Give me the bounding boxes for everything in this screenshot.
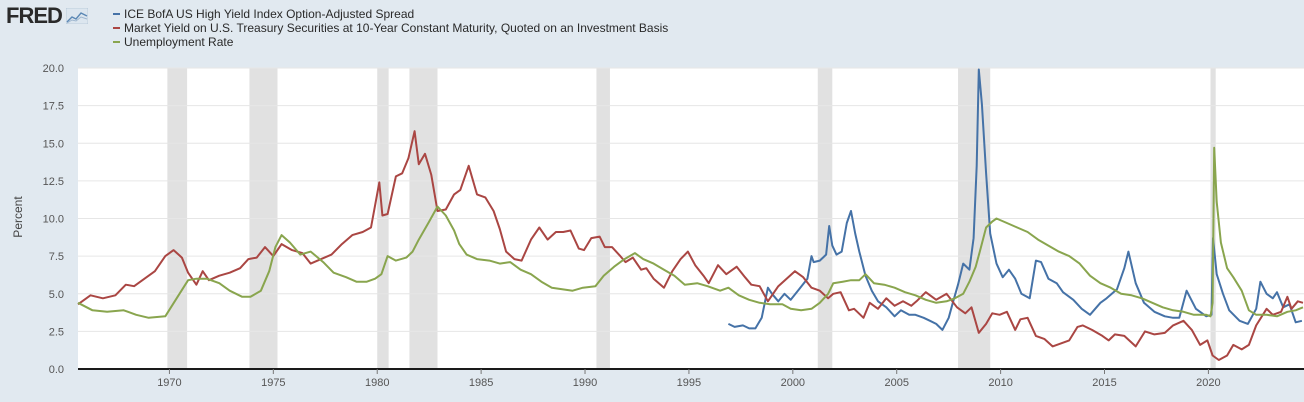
x-tick-label: 1990 [573,377,597,389]
fred-logo[interactable]: FRED [6,3,88,29]
y-tick-label: 10.0 [43,214,64,226]
x-tick-label: 2005 [884,377,908,389]
x-tick-label: 1975 [261,377,285,389]
y-tick-label: 17.5 [43,101,64,113]
x-tick-label: 1995 [677,377,701,389]
x-tick-label: 1985 [469,377,493,389]
legend-label-high-yield: ICE BofA US High Yield Index Option-Adju… [124,7,415,21]
legend-swatch-unemployment [113,41,120,43]
x-tick-label: 2010 [988,377,1012,389]
line-graph-icon [65,8,88,24]
y-tick-label: 5.0 [49,289,64,301]
series-line-2 [77,146,1304,319]
x-tick-label: 2020 [1196,377,1220,389]
legend-item[interactable]: Unemployment Rate [113,35,668,49]
legend-label-treasury: Market Yield on U.S. Treasury Securities… [124,21,669,35]
fred-logo-text: FRED [6,3,63,28]
y-tick-label: 15.0 [43,138,64,150]
x-tick-label: 1970 [157,377,181,389]
legend-item[interactable]: ICE BofA US High Yield Index Option-Adju… [113,7,668,21]
y-tick-label: 20.0 [43,63,64,75]
y-tick-label: 0.0 [49,364,64,376]
legend-swatch-high-yield [113,13,120,15]
series-line-1 [77,130,1304,361]
chart-legend: ICE BofA US High Yield Index Option-Adju… [113,7,668,49]
legend-item[interactable]: Market Yield on U.S. Treasury Securities… [113,21,668,35]
legend-label-unemployment: Unemployment Rate [124,35,234,49]
y-tick-label: 7.5 [49,251,64,263]
y-tick-label: 12.5 [43,176,64,188]
x-tick-label: 2000 [781,377,805,389]
x-tick-label: 1980 [365,377,389,389]
legend-swatch-treasury [113,27,120,29]
x-tick-label: 2015 [1092,377,1116,389]
y-tick-label: 2.5 [49,326,64,338]
